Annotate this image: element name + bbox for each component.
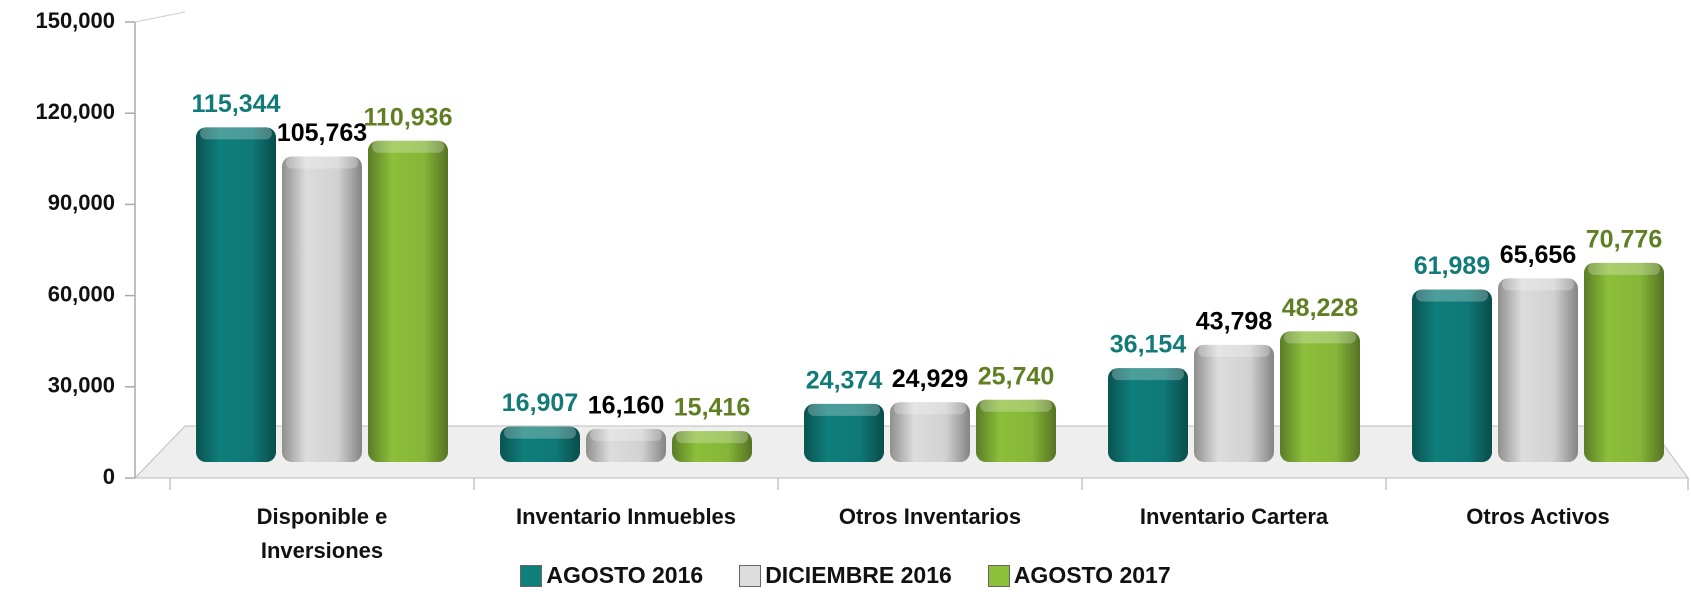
bar-top: [894, 402, 966, 415]
legend-item: DICIEMBRE 2016: [739, 562, 952, 589]
y-tick-label: 0: [103, 464, 115, 489]
legend-label: AGOSTO 2016: [546, 562, 704, 588]
bar-shade: [1194, 344, 1274, 462]
y-tick-label: 90,000: [48, 190, 115, 215]
bar-shade: [500, 426, 580, 462]
legend-swatch: [739, 564, 762, 587]
bar-shade: [586, 428, 666, 462]
data-label: 105,763: [277, 119, 367, 147]
y-tick-label: 60,000: [48, 281, 115, 306]
legend-item: AGOSTO 2017: [987, 562, 1171, 589]
x-tick-label: Inventario Cartera: [1139, 504, 1329, 529]
bar-shade: [1498, 278, 1578, 462]
data-label: 16,907: [502, 389, 578, 417]
data-label: 24,929: [892, 365, 968, 393]
legend-label: AGOSTO 2017: [1013, 562, 1171, 588]
bar-top: [980, 399, 1052, 412]
bar-top: [504, 426, 576, 439]
legend-label: DICIEMBRE 2016: [765, 562, 952, 588]
bar-shade: [672, 431, 752, 462]
legend-swatch: [520, 564, 543, 587]
y-tick-label: 150,000: [35, 8, 115, 33]
x-tick-label: Disponible e Inversiones: [256, 504, 388, 563]
data-label: 24,374: [806, 367, 883, 395]
data-label: 25,740: [978, 362, 1054, 390]
y-tick-label: 120,000: [35, 99, 115, 124]
data-label: 110,936: [364, 103, 453, 131]
y-axis-back: [134, 11, 186, 23]
bar-shade: [1280, 331, 1360, 462]
bar-top: [1112, 368, 1184, 381]
x-tick-label: Inventario Inmuebles: [515, 504, 737, 529]
data-label: 61,989: [1414, 252, 1490, 280]
bar-top: [1284, 331, 1356, 344]
bar-top: [1198, 344, 1270, 357]
data-label: 43,798: [1196, 307, 1273, 335]
bar-shade: [368, 140, 448, 462]
data-label: 16,160: [588, 391, 664, 419]
y-tick-label: 30,000: [48, 373, 115, 398]
bar-shade: [890, 402, 970, 462]
bar-shade: [282, 156, 362, 463]
bar-shade: [976, 399, 1056, 462]
bar-top: [590, 428, 662, 441]
legend-item: AGOSTO 2016: [520, 562, 703, 589]
data-label: 65,656: [1500, 241, 1576, 269]
x-tick-label: Otros Activos: [1466, 504, 1610, 529]
legend-swatch: [987, 564, 1010, 587]
bar-top: [1502, 278, 1574, 291]
bar-shade: [1584, 262, 1664, 462]
data-label: 36,154: [1110, 331, 1187, 359]
data-label: 48,228: [1282, 294, 1359, 322]
bar-shade: [196, 127, 276, 462]
bar-top: [676, 431, 748, 444]
x-tick-label: Otros Inventarios: [838, 504, 1022, 529]
plot: 0 30,000 60,000 90,000 120,000 150,000 115,344…: [35, 8, 1689, 490]
legend: AGOSTO 2016 DICIEMBRE 2016 AGOSTO 2017: [0, 562, 1691, 589]
data-label: 15,416: [674, 394, 750, 422]
bar-shade: [1412, 289, 1492, 462]
bar-top: [1416, 289, 1488, 302]
bar-top: [200, 127, 272, 140]
bar-top: [286, 156, 358, 169]
bar-top: [1588, 262, 1660, 275]
data-label: 115,344: [192, 90, 281, 118]
data-label: 70,776: [1586, 225, 1662, 253]
bar-shade: [804, 403, 884, 462]
bar-top: [372, 140, 444, 153]
bar-top: [808, 403, 880, 416]
bar-shade: [1108, 368, 1188, 462]
